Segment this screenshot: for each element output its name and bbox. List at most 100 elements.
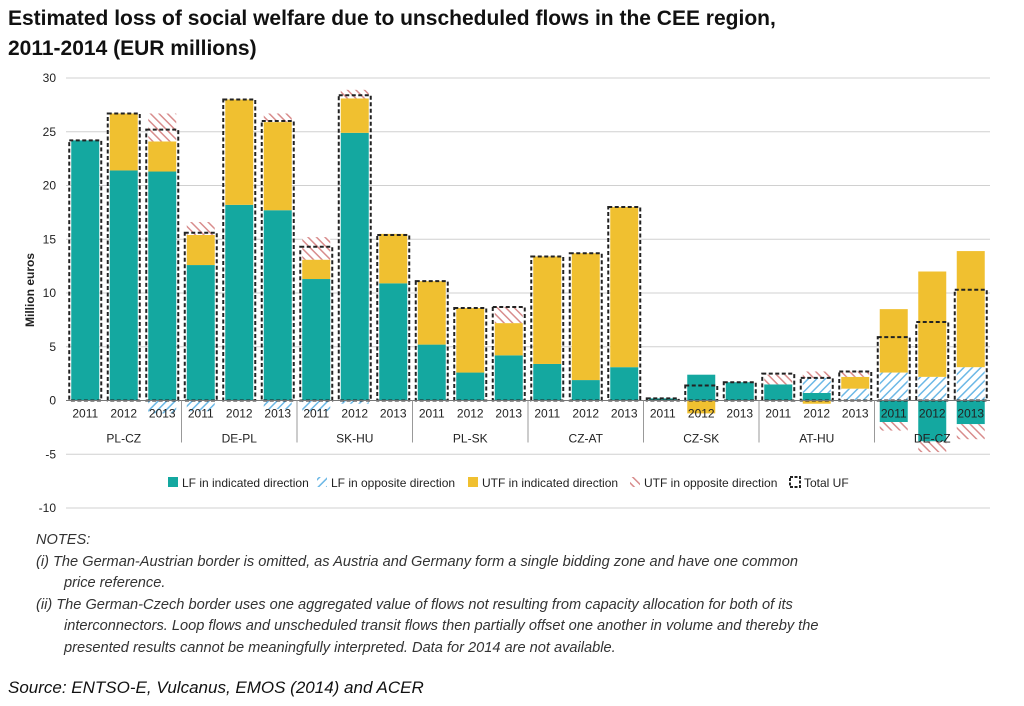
lf-bar-segment — [610, 367, 639, 401]
x-tick-year: 2012 — [226, 407, 253, 421]
utf-bar-segment — [802, 400, 831, 404]
lf-opposite-bar-segment — [263, 400, 292, 410]
title-line-1: Estimated loss of social welfare due to … — [8, 7, 776, 30]
utf-bar-segment — [148, 141, 177, 172]
x-tick-year: 2012 — [803, 407, 830, 421]
x-group-label: AT-HU — [799, 432, 834, 446]
utf-bar-segment — [687, 400, 716, 414]
utf-opposite-bar-segment — [263, 113, 292, 123]
x-tick-year: 2012 — [688, 407, 715, 421]
y-tick-label: 15 — [43, 232, 57, 246]
legend-label: LF in indicated direction — [182, 476, 309, 490]
utf-bar-segment — [571, 253, 600, 381]
lf-bar-segment — [571, 380, 600, 401]
utf-bar-segment — [879, 309, 908, 373]
x-group-label: DE-PL — [222, 432, 258, 446]
bars — [68, 89, 988, 453]
utf-bar-segment — [186, 234, 215, 266]
y-tick-label: 25 — [43, 125, 57, 139]
utf-bar-segment — [610, 207, 639, 368]
utf-bar-segment — [417, 281, 446, 345]
y-tick-label: 30 — [43, 71, 57, 85]
x-tick-year: 2012 — [341, 407, 368, 421]
utf-bar-segment — [379, 233, 408, 284]
utf-bar-segment — [841, 376, 870, 389]
utf-opposite-bar-segment — [841, 371, 870, 377]
utf-bar-segment — [533, 256, 562, 364]
utf-bar-segment — [956, 251, 985, 368]
lf-opposite-bar-segment — [302, 400, 331, 412]
x-tick-year: 2011 — [419, 407, 445, 421]
x-tick-year: 2013 — [495, 407, 522, 421]
lf-opposite-bar-segment — [841, 388, 870, 401]
lf-bar-segment — [802, 392, 831, 401]
lf-bar-segment — [879, 400, 908, 422]
total-uf-outline — [645, 397, 680, 402]
y-axis-label: Million euros — [23, 253, 37, 327]
x-group-label: SK-HU — [336, 432, 373, 446]
lf-opposite-bar-segment — [340, 400, 369, 404]
utf-bar-segment — [918, 271, 947, 377]
utf-opposite-bar-segment — [186, 222, 215, 235]
total-uf-outline — [799, 376, 834, 402]
stacked-bar-chart: -10 -5 0 5 10 15 20 25 30 Million euros 2011 2012… — [23, 71, 990, 515]
utf-bar-segment — [340, 98, 369, 133]
notes: NOTES: (i) The German-Austrian border is… — [36, 530, 1021, 659]
x-tick-year: 2011 — [650, 407, 676, 421]
y-tick-label: 10 — [43, 286, 57, 300]
source-text: Source: ENTSO-E, Vulcanus, EMOS (2014) a… — [8, 678, 424, 697]
lf-bar-segment — [725, 382, 754, 401]
lf-bar-segment — [263, 210, 292, 401]
note-2-line-2: interconnectors. Loop flows and unschedu… — [64, 618, 819, 634]
note-2-line-3: presented results cannot be meaningfully… — [64, 639, 616, 656]
lf-bar-segment — [340, 132, 369, 401]
x-group-label: PL-SK — [453, 432, 488, 446]
legend-lf-opposite: LF in opposite direction — [317, 476, 455, 490]
legend-label: LF in opposite direction — [331, 476, 455, 490]
note-1-line-1: (i) The German-Austrian border is omitte… — [36, 553, 798, 570]
utf-bar-segment — [225, 99, 254, 205]
legend-utf-opposite: UTF in opposite direction — [630, 476, 777, 490]
x-tick-year: 2013 — [380, 407, 407, 421]
utf-bar-segment — [494, 323, 523, 356]
legend-swatch — [789, 476, 801, 488]
legend: LF in indicated direction LF in opposite … — [168, 476, 849, 490]
utf-bar-segment — [109, 113, 138, 171]
utf-opposite-bar-segment — [764, 374, 793, 385]
y-tick-label: -10 — [39, 501, 57, 515]
x-group-label: PL-CZ — [106, 432, 141, 446]
legend-label: UTF in opposite direction — [644, 476, 777, 490]
lf-opposite-bar-segment — [879, 372, 908, 401]
x-tick-year: 2013 — [726, 407, 753, 421]
lf-bar-segment — [417, 344, 446, 401]
lf-bar-segment — [764, 384, 793, 401]
lf-opposite-bar-segment — [918, 376, 947, 401]
utf-opposite-bar-segment — [956, 424, 985, 440]
legend-swatch — [468, 477, 478, 487]
x-tick-year: 2011 — [188, 407, 214, 421]
x-tick-year: 2013 — [842, 407, 869, 421]
legend-swatch — [630, 477, 640, 487]
lf-bar-segment — [71, 140, 100, 401]
x-tick-year: 2011 — [303, 407, 329, 421]
x-axis: 2011 2012 2013 PL-CZ 2011 2012 2013 DE-PL 2011 20… — [66, 400, 990, 446]
lf-opposite-bar-segment — [148, 400, 177, 414]
utf-opposite-bar-segment — [879, 422, 908, 431]
x-tick-year: 2011 — [72, 407, 98, 421]
lf-opposite-bar-segment — [956, 367, 985, 401]
lf-bar-segment — [109, 170, 138, 401]
lf-bar-segment — [379, 283, 408, 401]
x-tick-year: 2013 — [957, 407, 984, 421]
x-tick-year: 2012 — [457, 407, 484, 421]
x-tick-year: 2013 — [264, 407, 291, 421]
y-axis: -10 -5 0 5 10 15 20 25 30 — [39, 71, 57, 515]
x-tick-year: 2011 — [881, 407, 907, 421]
lf-bar-segment — [148, 171, 177, 401]
total-uf-outline — [684, 384, 719, 402]
x-tick-year: 2012 — [110, 407, 137, 421]
x-tick-year: 2013 — [149, 407, 176, 421]
total-uf-outline — [838, 370, 873, 402]
note-2-line-1: (ii) The German-Czech border uses one ag… — [36, 596, 793, 613]
total-uf-outline — [376, 233, 411, 402]
utf-opposite-bar-segment — [918, 441, 947, 453]
